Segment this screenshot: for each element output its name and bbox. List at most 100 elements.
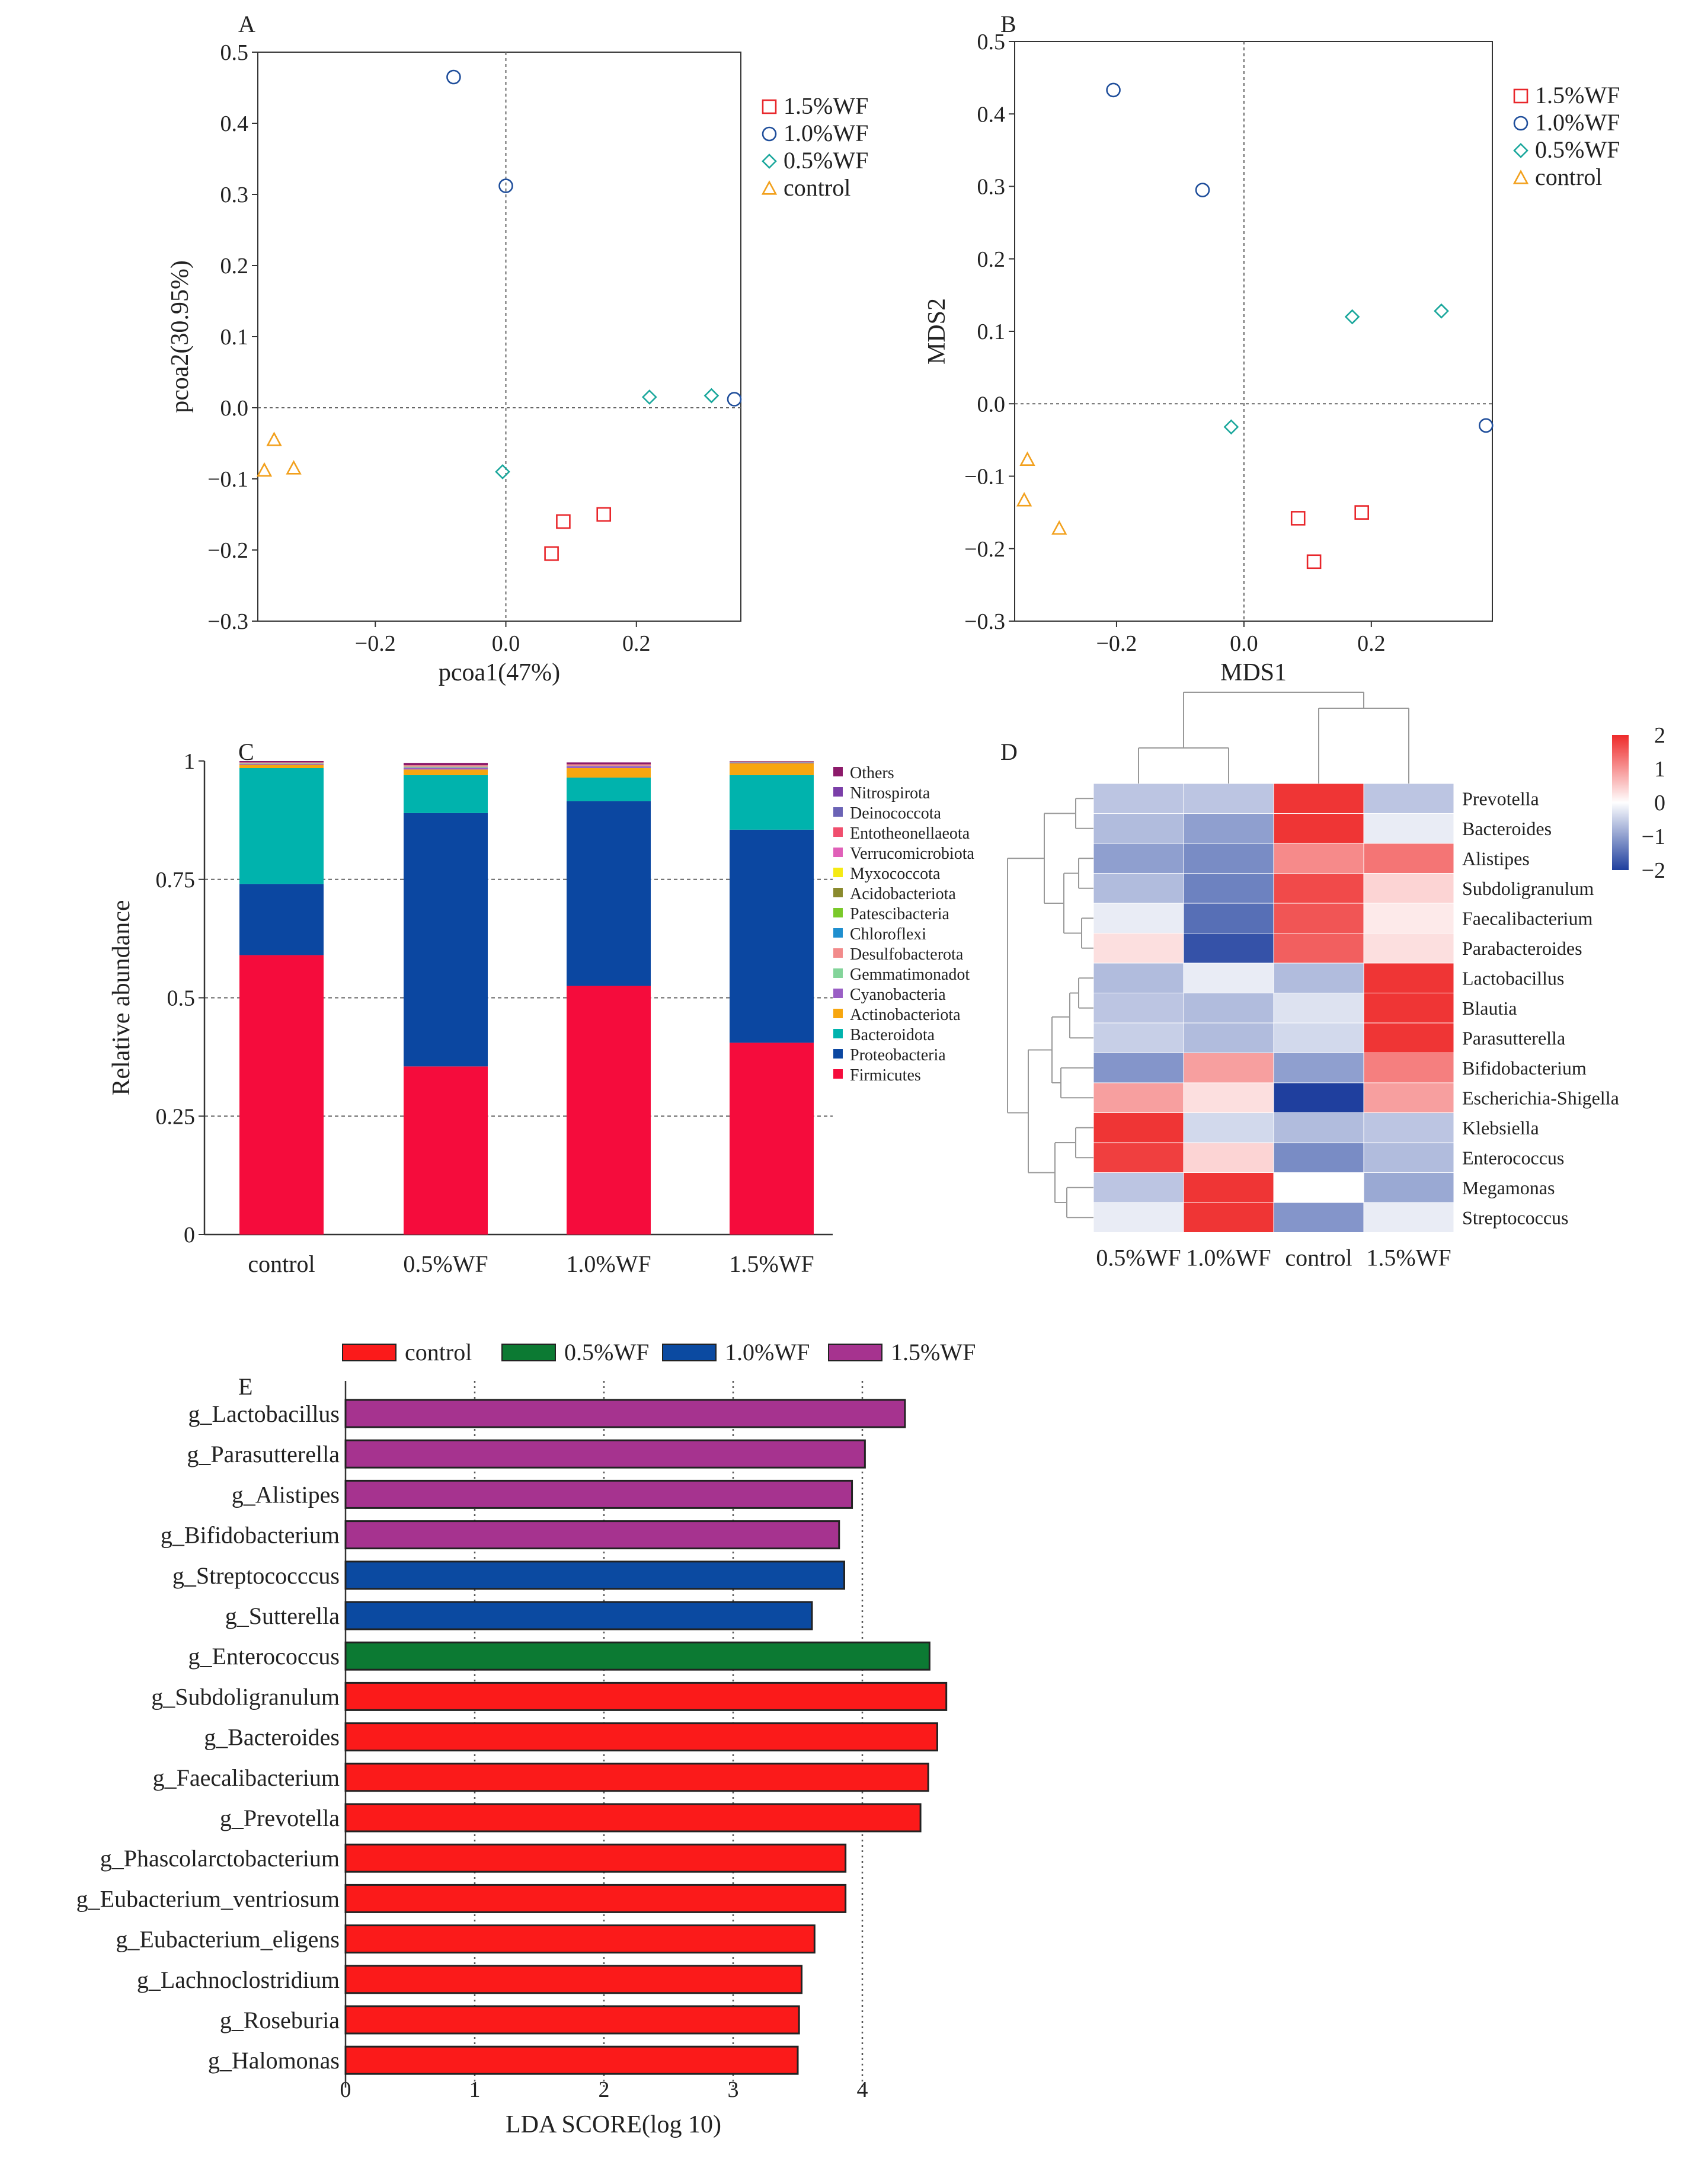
data-point — [256, 462, 273, 477]
bar-segment — [239, 763, 324, 764]
legend-label: Verrucomicrobiota — [850, 845, 974, 863]
lda-bar — [344, 1439, 866, 1469]
y-tick-label: 0.1 — [977, 319, 1006, 344]
y-tick-label: 0.0 — [977, 392, 1006, 417]
x-tick-label: 4 — [857, 2077, 868, 2102]
bar-label: g_Prevotella — [220, 1805, 340, 1831]
bar-label: g_Halomonas — [208, 2047, 340, 2074]
bar-segment — [730, 775, 814, 830]
row-label: Klebsiella — [1462, 1117, 1539, 1139]
bar-label: g_Eubacterium_eligens — [116, 1926, 340, 1953]
heatmap-cell — [1093, 1112, 1184, 1143]
x-tick-label: 1.0%WF — [566, 1251, 651, 1277]
bar-segment — [404, 769, 488, 775]
data-point — [1106, 82, 1121, 98]
heatmap-cell — [1273, 933, 1364, 964]
heatmap-cell — [1093, 1202, 1184, 1233]
lda-bar — [344, 1803, 922, 1833]
bar-segment — [730, 829, 814, 1043]
bar-label: g_Bacteroides — [204, 1724, 340, 1751]
x-tick-label: 3 — [728, 2077, 739, 2102]
row-label: Megamonas — [1462, 1177, 1555, 1198]
legend-label: Myxococcota — [850, 865, 941, 883]
heatmap-cell — [1273, 963, 1364, 993]
panel-c-stacked-bar: 0 0.25 0.5 0.75 1 Relative abundance control 0.… — [108, 749, 974, 1277]
bar-segment — [730, 1043, 814, 1235]
legend-label: Deinococcota — [850, 804, 941, 823]
lda-bar — [344, 2045, 799, 2075]
legend-label: Others — [850, 764, 894, 782]
legend-marker — [762, 99, 777, 114]
data-point — [498, 178, 513, 193]
colorbar-tick-label: −2 — [1642, 858, 1665, 883]
heatmap-cell — [1183, 903, 1274, 933]
legend-marker — [762, 126, 777, 142]
y-tick-label: −0.3 — [964, 609, 1005, 634]
bar-segment — [404, 765, 488, 767]
legend-label: Desulfobacterota — [850, 945, 964, 964]
bar-label: g_Roseburia — [220, 2007, 340, 2033]
legend-label: 1.5%WF — [1535, 82, 1620, 108]
legend-label: 0.5%WF — [1535, 136, 1620, 163]
heatmap-cell — [1093, 933, 1184, 964]
heatmap-cell — [1183, 813, 1274, 844]
plot-frame — [257, 52, 741, 622]
panel-letter-b: B — [1000, 11, 1016, 37]
legend-label: Gemmatimonadot — [850, 965, 970, 984]
data-point — [286, 460, 302, 475]
legend-label: 1.5%WF — [891, 1339, 976, 1366]
column-label: 1.5%WF — [1366, 1245, 1451, 1271]
legend-marker — [1513, 88, 1528, 104]
bar-label: g_Eubacterium_ventriosum — [76, 1885, 340, 1912]
x-tick-label: 0.5%WF — [403, 1251, 488, 1277]
colorbar-tick-label: 0 — [1654, 791, 1665, 816]
heatmap-cell — [1093, 813, 1184, 844]
legend-marker — [1512, 170, 1529, 184]
legend-swatch — [833, 868, 843, 877]
y-tick-label: 0.2 — [977, 247, 1006, 272]
colorbar — [1612, 735, 1629, 870]
y-tick-label: 0.4 — [977, 102, 1006, 127]
bar-label: g_Alistipes — [232, 1481, 340, 1508]
bar-segment — [567, 768, 651, 778]
bar-segment — [730, 761, 814, 762]
legend-swatch — [501, 1344, 556, 1361]
bar-segment — [730, 762, 814, 763]
data-point — [1478, 418, 1494, 433]
row-label: Blautia — [1462, 997, 1517, 1019]
heatmap-cell — [1183, 783, 1274, 814]
legend-label: Nitrospirota — [850, 784, 930, 802]
row-label: Parasutterella — [1462, 1027, 1565, 1048]
y-tick-label: −0.1 — [964, 465, 1005, 490]
heatmap-cell — [1363, 1112, 1454, 1143]
panel-letter-e: E — [238, 1373, 252, 1400]
plot-frame — [1014, 41, 1493, 622]
heatmap-cell — [1273, 1112, 1364, 1143]
bar-label: g_Streptococccus — [172, 1562, 340, 1589]
heatmap-cell — [1363, 933, 1454, 964]
legend-swatch — [662, 1344, 717, 1361]
data-point — [1290, 511, 1306, 526]
heatmap-cell — [1183, 933, 1274, 964]
bar-segment — [567, 801, 651, 986]
y-axis-label: Relative abundance — [108, 900, 135, 1095]
row-label: Bacteroides — [1462, 818, 1552, 839]
bar-segment — [404, 766, 488, 768]
data-point — [1344, 309, 1360, 325]
data-point — [727, 392, 742, 407]
y-tick-label: −0.1 — [207, 467, 248, 492]
heatmap-cell — [1183, 1082, 1274, 1113]
legend-swatch — [833, 989, 843, 998]
y-tick-label: 0 — [184, 1223, 195, 1248]
data-point — [446, 69, 461, 85]
panel-b-nmds: −0.3 −0.2 −0.1 0.0 0.1 0.2 0.3 0.4 0.5 −0.2 0.0 0.2… — [923, 30, 1620, 686]
heatmap-cell — [1273, 843, 1364, 874]
bar-segment — [730, 763, 814, 775]
heatmap-cell — [1273, 903, 1364, 933]
heatmap-cell — [1363, 1202, 1454, 1233]
y-tick-label: 0.5 — [220, 40, 249, 65]
bar-segment — [239, 955, 324, 1235]
legend-label: Entotheonellaeota — [850, 824, 970, 843]
legend-marker — [1513, 143, 1528, 158]
